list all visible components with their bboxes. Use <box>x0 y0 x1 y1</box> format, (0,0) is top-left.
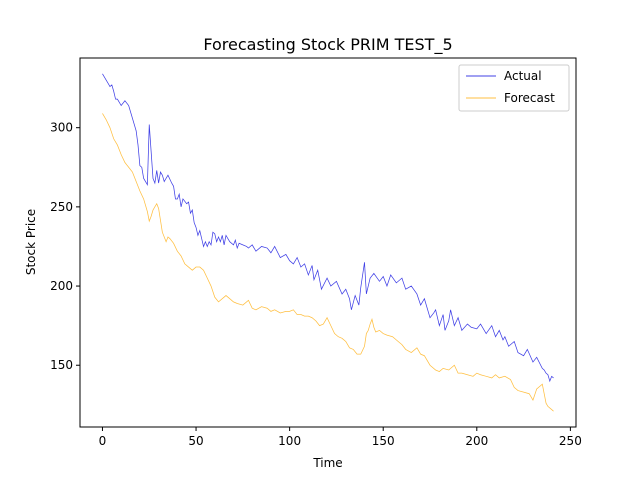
x-tick-label: 250 <box>559 434 582 448</box>
x-tick-label: 200 <box>465 434 488 448</box>
x-axis-label: Time <box>312 456 342 470</box>
y-axis-ticks: 150 200 250 300 <box>50 121 80 372</box>
x-tick-label: 150 <box>372 434 395 448</box>
y-axis-label: Stock Price <box>24 209 38 275</box>
x-tick-label: 100 <box>278 434 301 448</box>
y-tick-label: 200 <box>50 279 73 293</box>
x-tick-label: 50 <box>188 434 203 448</box>
y-tick-label: 250 <box>50 200 73 214</box>
series-line-actual <box>102 73 554 383</box>
legend-label-forecast: Forecast <box>504 91 555 105</box>
chart-title: Forecasting Stock PRIM TEST_5 <box>203 35 452 55</box>
legend: Actual Forecast <box>458 64 570 112</box>
x-tick-label: 0 <box>99 434 107 448</box>
series-line-forecast <box>102 113 554 412</box>
plot-area <box>102 73 554 412</box>
legend-label-actual: Actual <box>504 69 542 83</box>
y-tick-label: 300 <box>50 121 73 135</box>
x-axis-ticks: 0 50 100 150 200 250 <box>99 427 582 448</box>
axes-frame <box>79 57 577 428</box>
y-tick-label: 150 <box>50 358 73 372</box>
